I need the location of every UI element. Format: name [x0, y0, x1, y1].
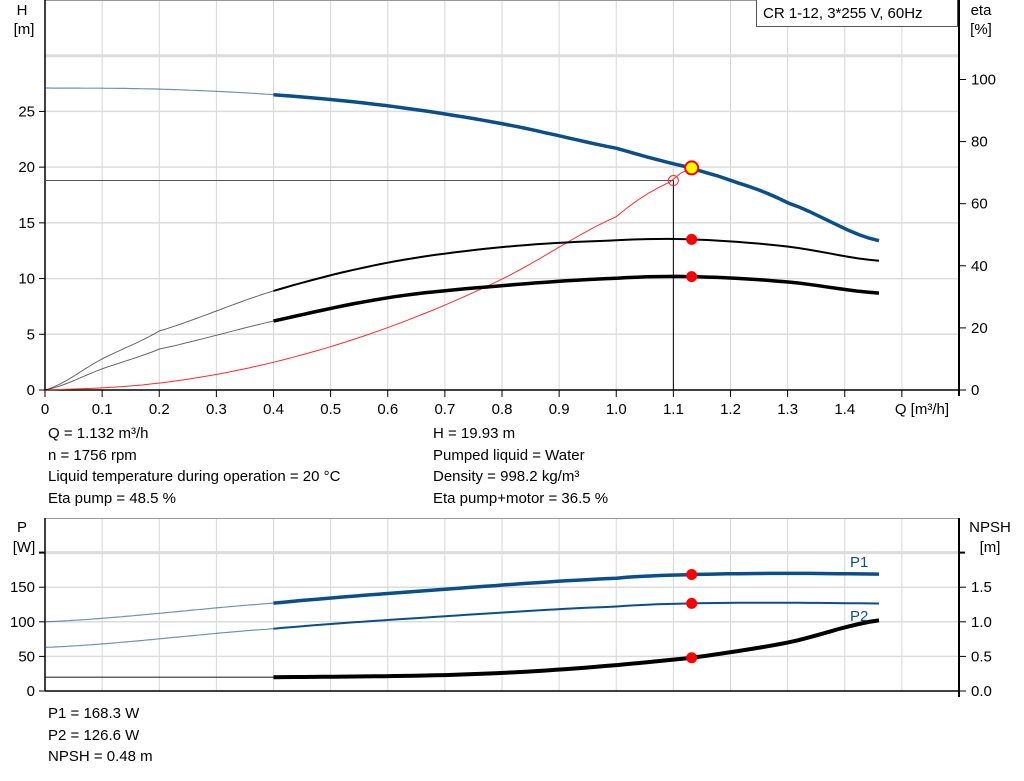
eta-pump-motor-curve	[273, 274, 880, 323]
liquid-temperature-value: Liquid temperature during operation = 20…	[48, 468, 341, 485]
npsh-curve	[273, 618, 880, 680]
x-tick-label: 0.5	[320, 401, 341, 418]
y2-tick-label: 60	[971, 196, 988, 213]
y-tick-label: 10	[18, 271, 35, 288]
eta-pump-operating-point	[686, 233, 698, 245]
pumped-liquid-value: Pumped liquid = Water	[433, 446, 585, 464]
x-tick-label: 0.2	[149, 401, 170, 418]
info-left: Q = 1.132 m³/h n = 1756 rpm Liquid tempe…	[48, 423, 340, 509]
x-tick-label: 1.0	[606, 401, 627, 418]
p2-series-label: P2	[850, 608, 868, 625]
p1-curve	[273, 571, 880, 605]
head-value: H = 19.93 m	[433, 425, 516, 442]
y-tick-label: 15	[18, 215, 35, 232]
x-tick-label: 1.2	[720, 401, 741, 418]
y-tick-label: 25	[18, 103, 35, 120]
y-tick-label: 5	[27, 326, 35, 343]
y2-tick-label: 40	[971, 258, 988, 275]
p1-series-label: P1	[850, 554, 868, 571]
bottom-y-axis-label-line1: P	[17, 519, 27, 536]
p2-operating-point	[686, 597, 698, 609]
eta-pump-value: Eta pump = 48.5 %	[48, 489, 176, 507]
speed-value: n = 1756 rpm	[48, 446, 137, 464]
info-right: H = 19.93 m Pumped liquid = Water Densit…	[433, 423, 608, 509]
x-tick-label: 0.3	[206, 401, 227, 418]
bottom-y2-axis-label-line2: [m]	[980, 539, 1001, 556]
x-tick-label: 0.1	[92, 401, 113, 418]
head-curve	[273, 92, 880, 243]
pump-model-legend: CR 1-12, 3*255 V, 60Hz	[756, 0, 958, 27]
y-tick-label: 100	[10, 614, 35, 631]
x-tick-label: 0.6	[377, 401, 398, 418]
eta-pump-motor-thin-segment	[44, 320, 274, 391]
y2-tick-label: 1.0	[971, 614, 992, 631]
y2-tick-label: 0.0	[971, 683, 992, 700]
p1-thin-segment	[44, 602, 274, 623]
y2-tick-label: 20	[971, 320, 988, 337]
y-tick-label: 150	[10, 579, 35, 596]
y2-tick-label: 1.5	[971, 579, 992, 596]
y2-tick-label: 80	[971, 134, 988, 151]
top-y2-axis-label-line2: [%]	[970, 21, 992, 38]
y-tick-label: 0	[27, 683, 35, 700]
top-y-axis-label-line2: [m]	[14, 21, 35, 38]
x-tick-label: 0.4	[263, 401, 284, 418]
y2-tick-label: 0	[971, 382, 979, 399]
p2-curve	[273, 601, 880, 630]
eta-total-value: Eta pump+motor = 36.5 %	[433, 489, 609, 507]
p1-value: P1 = 168.3 W	[48, 705, 140, 722]
y2-tick-label: 0.5	[971, 648, 992, 665]
x-tick-label: 0.7	[434, 401, 455, 418]
npsh-value: NPSH = 0.48 m	[48, 748, 153, 765]
npsh-operating-point	[686, 652, 698, 664]
y-tick-label: 0	[27, 382, 35, 399]
head-thin-segment	[45, 87, 274, 96]
x-tick-label: 1.1	[663, 401, 684, 418]
bottom-y2-axis-label-line1: NPSH	[969, 519, 1011, 536]
x-axis-label: Q [m³/h]	[895, 401, 949, 418]
x-tick-label: 0.8	[492, 401, 513, 418]
x-tick-label: 1.3	[777, 401, 798, 418]
eta-pump-thin-segment	[44, 290, 274, 391]
duty-point-marker	[684, 160, 700, 176]
y-tick-label: 20	[18, 159, 35, 176]
bottom-y-axis-label-line2: [W]	[13, 539, 36, 556]
eta-pump-motor-operating-point	[686, 271, 698, 283]
x-tick-label: 0	[41, 401, 49, 418]
system-curve	[44, 167, 692, 391]
required-point-marker	[667, 175, 679, 187]
density-value: Density = 998.2 kg/m³	[433, 468, 580, 485]
p2-thin-segment	[44, 628, 274, 648]
x-tick-label: 1.4	[834, 401, 855, 418]
p1-operating-point	[686, 569, 698, 581]
x-tick-label: 0.9	[549, 401, 570, 418]
top-y2-axis-label-line1: eta	[971, 2, 993, 19]
eta-pump-curve	[273, 237, 880, 292]
y2-tick-label: 100	[971, 71, 996, 88]
top-y-axis-label-line1: H	[17, 2, 28, 19]
y-tick-label: 50	[18, 648, 35, 665]
flow-value: Q = 1.132 m³/h	[48, 425, 149, 442]
info-bottom: P1 = 168.3 W P2 = 126.6 W NPSH = 0.48 m	[48, 703, 153, 768]
p2-value: P2 = 126.6 W	[48, 726, 140, 744]
